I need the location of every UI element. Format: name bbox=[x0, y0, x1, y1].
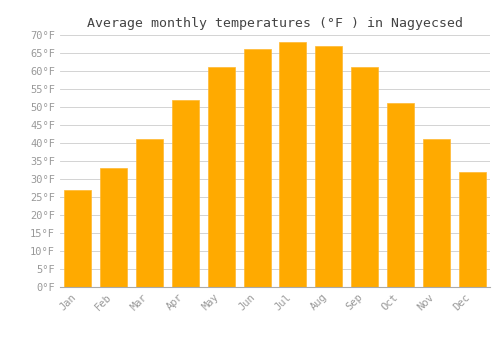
Bar bbox=[208, 68, 234, 287]
Bar bbox=[136, 139, 163, 287]
Bar bbox=[244, 49, 270, 287]
Bar bbox=[387, 103, 414, 287]
Bar bbox=[316, 46, 342, 287]
Bar bbox=[64, 190, 92, 287]
Bar bbox=[172, 100, 199, 287]
Bar bbox=[423, 139, 450, 287]
Bar bbox=[280, 42, 306, 287]
Title: Average monthly temperatures (°F ) in Nagyecsed: Average monthly temperatures (°F ) in Na… bbox=[87, 17, 463, 30]
Bar bbox=[458, 172, 485, 287]
Bar bbox=[100, 168, 127, 287]
Bar bbox=[351, 68, 378, 287]
